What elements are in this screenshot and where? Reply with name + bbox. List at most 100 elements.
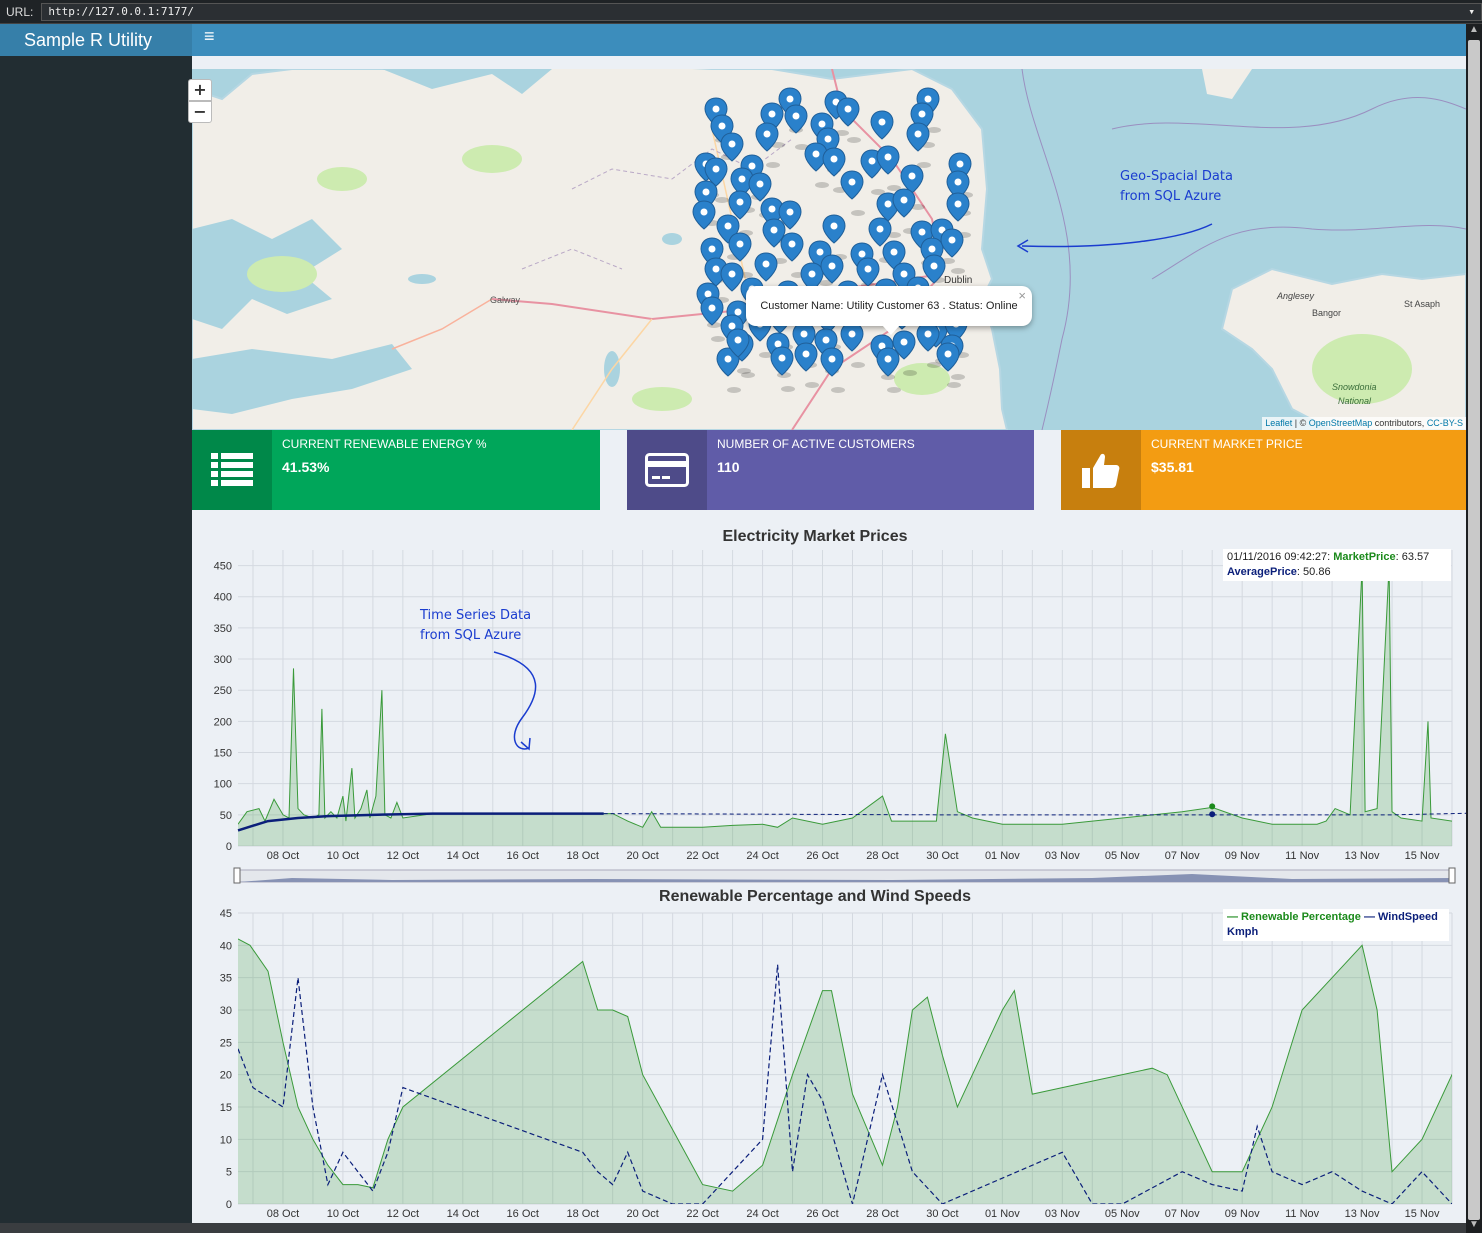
x-tick-label: 03 Nov [1045,850,1080,862]
map-marker-icon[interactable] [704,157,729,203]
zoom-in-button[interactable]: + [188,79,212,101]
x-tick-label: 05 Nov [1105,1208,1140,1220]
legend-timestamp: 01/11/2016 09:42:27: [1227,551,1334,563]
border-line [571,138,793,190]
map-marker-icon[interactable] [892,188,917,234]
legend-market-price-value: 63.57 [1401,551,1430,563]
galway-bay [192,344,412,414]
map-marker-icon[interactable] [876,347,901,393]
x-tick-label: 24 Oct [746,1208,778,1220]
legend-windspeed: — WindSpeed [1363,911,1438,923]
x-tick-label: 18 Oct [567,850,599,862]
map-marker-icon[interactable] [856,257,881,303]
y-tick-label: 10 [220,1134,232,1146]
map-marker-icon[interactable] [900,164,925,210]
x-tick-label: 10 Oct [327,1208,359,1220]
y-tick-label: 350 [214,623,232,635]
range-handle-left[interactable] [233,867,241,884]
customer-map[interactable]: Galway Dublin Anglesey Bangor St Asaph S… [192,69,1466,430]
chart1-legend: 01/11/2016 09:42:27: MarketPrice: 63.57 … [1223,549,1451,581]
renewable-wind-chart[interactable]: 0 5 10 15 20 25 30 35 40 45 08 Oct 10 Oct 12 Oct 14 O… [192,906,1466,1223]
x-tick-label: 11 Nov [1285,850,1320,862]
series-line [238,938,1452,1192]
place-label-anglesey: Anglesey [1276,291,1315,301]
x-tick-label: 28 Oct [866,850,898,862]
scroll-down-icon[interactable]: ▼ [1469,1219,1479,1230]
timeseries-annotation-line1: Time Series Data [420,608,532,623]
map-marker-icon[interactable] [755,122,780,168]
y-tick-label: 40 [220,940,232,952]
green-area [317,167,367,191]
map-marker-icon[interactable] [906,122,931,168]
sea-boundary [1111,97,1466,130]
scrollbar-thumb[interactable] [1468,40,1480,1220]
map-marker-icon[interactable] [700,296,725,342]
chart-title-market-prices: Electricity Market Prices [722,528,908,545]
customer-markers[interactable] [692,87,973,393]
value-box-title: NUMBER OF ACTIVE CUSTOMERS [717,437,915,451]
x-tick-label: 09 Nov [1225,1208,1260,1220]
market-prices-chart[interactable]: 0 50 100 150 200 250 300 350 400 450 08 Oct 10 Oct 1… [192,548,1466,888]
annotation-arrowhead [520,737,531,751]
place-label-st-asaph: St Asaph [1404,299,1440,309]
zoom-out-button[interactable]: − [188,101,212,123]
map-marker-icon[interactable] [784,104,809,150]
place-label-snowdonia: Snowdonia [1332,382,1377,392]
close-icon[interactable]: × [1018,288,1026,303]
x-tick-label: 10 Oct [327,850,359,862]
geo-annotation: Geo-Spacial Data from SQL Azure [1120,167,1233,207]
x-tick-label: 30 Oct [926,850,958,862]
x-tick-label: 28 Oct [866,1208,898,1220]
map-marker-icon[interactable] [794,342,819,388]
map-tiles: Galway Dublin Anglesey Bangor St Asaph S… [192,69,1466,430]
map-marker-icon[interactable] [726,328,751,374]
attribution-contrib: contributors, [1372,418,1427,428]
scroll-up-icon[interactable]: ▲ [1469,24,1479,35]
map-marker-icon[interactable] [804,142,829,188]
map-marker-icon[interactable] [892,330,917,376]
horizontal-scrollbar[interactable] [0,1223,1466,1233]
map-marker-icon[interactable] [916,322,941,368]
map-marker-icon[interactable] [836,97,861,143]
hamburger-icon[interactable]: ≡ [204,26,215,46]
border-line [521,248,623,270]
map-marker-icon[interactable] [820,347,845,393]
series-line [237,812,604,832]
x-tick-label: 12 Oct [387,1208,419,1220]
range-handle-right[interactable] [1448,867,1456,884]
legend-average-price-value: 50.86 [1303,566,1331,578]
sidebar [0,24,192,1233]
sea-boundary [1021,69,1071,430]
app-logo[interactable]: Sample R Utility [0,24,192,56]
y-tick-label: 30 [220,1005,232,1017]
vertical-scrollbar[interactable]: ▲ ▼ [1466,24,1482,1233]
map-marker-icon[interactable] [822,147,847,193]
leaflet-link[interactable]: Leaflet [1265,418,1293,428]
map-marker-icon[interactable] [940,228,965,274]
map-marker-icon[interactable] [762,218,787,264]
chart2-legend: — Renewable Percentage — WindSpeed Kmph [1223,909,1449,941]
map-marker-icon[interactable] [840,322,865,368]
url-input[interactable]: http://127.0.0.1:7177/ ▾ [41,2,1482,21]
y-tick-label: 100 [214,779,232,791]
cc-link[interactable]: CC-BY-S [1426,418,1463,428]
x-tick-label: 26 Oct [806,1208,838,1220]
dropdown-arrow-icon[interactable]: ▾ [1468,5,1475,18]
map-marker-icon[interactable] [936,342,961,388]
y-tick-label: 300 [214,654,232,666]
map-marker-icon[interactable] [770,346,795,392]
timeseries-annotation-line2: from SQL Azure [420,628,522,643]
x-tick-label: 14 Oct [447,1208,479,1220]
map-marker-icon[interactable] [840,170,865,216]
x-tick-label: 24 Oct [746,850,778,862]
x-tick-label: 26 Oct [806,850,838,862]
legend-average-price-name: AveragePrice [1227,566,1297,578]
x-tick-label: 05 Nov [1105,850,1140,862]
x-tick-label: 14 Oct [447,850,479,862]
map-marker-icon[interactable] [876,145,901,191]
x-tick-label: 01 Nov [985,1208,1020,1220]
x-tick-label: 09 Nov [1225,850,1260,862]
osm-link[interactable]: OpenStreetMap [1308,418,1373,428]
map-marker-icon[interactable] [778,200,803,246]
timeseries-annotation: Time Series Data from SQL Azure [420,606,531,646]
